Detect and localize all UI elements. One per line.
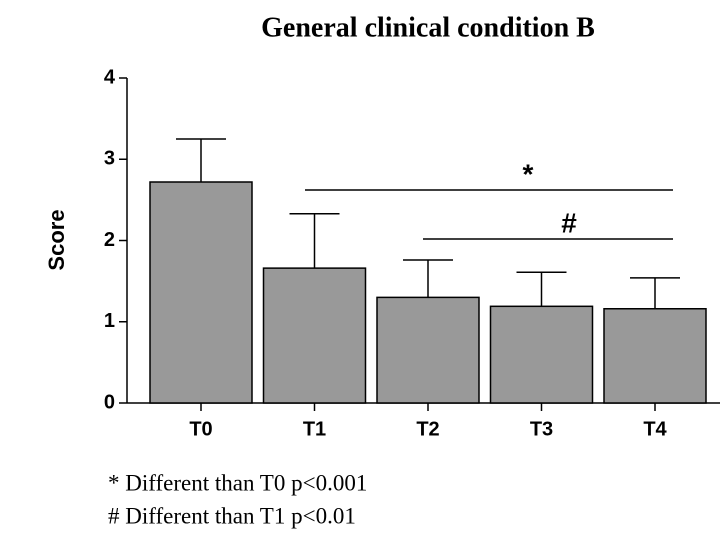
y-axis-label: Score [44,209,69,270]
x-tick-label: T3 [530,418,553,440]
y-tick-label: 4 [104,66,116,88]
bar [376,296,480,404]
y-tick-label: 0 [104,391,115,413]
bar [489,305,594,404]
bar [603,308,707,404]
error-bar [516,271,567,307]
bar [149,181,253,404]
annotation: * [523,158,534,189]
error-bar [289,212,340,269]
footnote: # Different than T1 p<0.01 [108,503,356,528]
y-tick-label: 1 [104,310,115,332]
error-bar [403,259,453,298]
x-tick-label: T1 [303,418,326,440]
y-tick-label: 2 [104,229,115,251]
x-tick-label: T4 [643,418,667,440]
annotation: # [561,207,577,238]
y-tick-label: 3 [104,148,115,170]
error-bar [630,277,680,309]
x-tick-label: T0 [189,418,212,440]
footnote: * Different than T0 p<0.001 [108,470,367,495]
x-tick-label: T2 [416,418,439,440]
chart-title: General clinical condition B [261,12,595,43]
error-bar [176,138,226,182]
bar [262,267,367,404]
